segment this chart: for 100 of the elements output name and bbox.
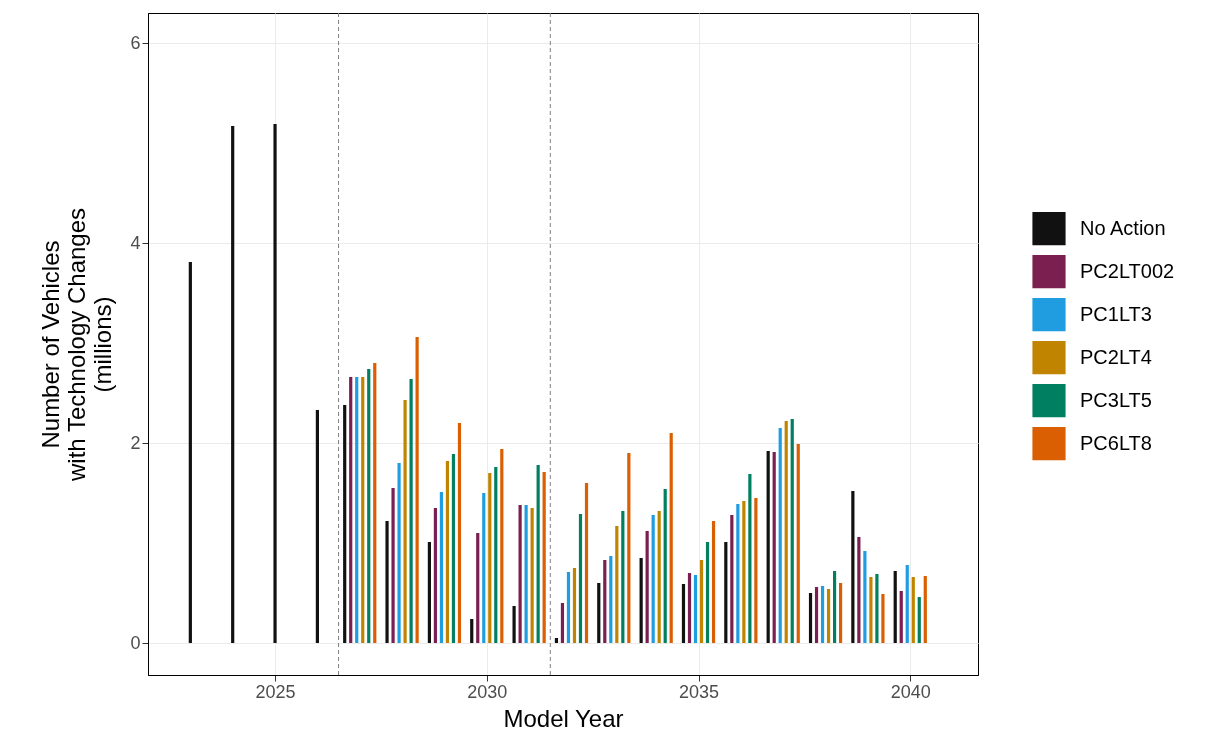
bar [857, 537, 861, 643]
bar [536, 465, 540, 643]
x-axis-title: Model Year [503, 704, 624, 732]
bar [766, 451, 770, 643]
bar [572, 568, 577, 643]
y-tick-label: 2 [130, 432, 141, 453]
bar [724, 542, 728, 643]
bar [542, 472, 546, 643]
bar [615, 526, 619, 643]
legend-label: No Action [1080, 216, 1166, 239]
bar [923, 576, 927, 643]
bar [832, 571, 837, 643]
bar [814, 587, 819, 643]
bar [772, 452, 776, 643]
bar [566, 572, 571, 643]
bar [457, 423, 462, 643]
bar [820, 586, 825, 643]
bar [470, 619, 474, 643]
bar [391, 488, 395, 643]
bar [784, 421, 788, 643]
bar [881, 594, 885, 643]
bar [687, 573, 692, 643]
bar [476, 533, 480, 643]
bar [851, 491, 855, 643]
legend-label: PC1LT3 [1080, 302, 1152, 325]
bar [711, 521, 716, 643]
y-tick-label: 6 [130, 32, 141, 53]
bar [869, 577, 873, 643]
bar [433, 508, 438, 643]
bar [518, 505, 522, 643]
bar [409, 379, 413, 643]
bar [681, 584, 686, 643]
bar [343, 405, 347, 643]
bar [705, 542, 710, 643]
y-tick-label: 4 [130, 232, 141, 253]
bar [397, 463, 401, 643]
bar [621, 511, 625, 643]
bar [730, 515, 734, 643]
bar [899, 591, 903, 643]
x-tick-label: 2040 [890, 681, 931, 702]
bar [905, 565, 909, 643]
bar [597, 583, 601, 643]
x-tick-label: 2030 [467, 681, 508, 702]
bar [838, 583, 843, 643]
bar [355, 377, 359, 643]
bar [609, 556, 613, 643]
legend-label: PC6LT8 [1080, 431, 1152, 454]
bar [639, 558, 643, 643]
y-axis-title: Number of Vehicles with Technology Changes (millions) [37, 207, 117, 483]
bar [385, 521, 389, 643]
legend-label: PC2LT002 [1080, 259, 1175, 282]
bar [415, 337, 419, 643]
bar [657, 511, 661, 643]
bar [512, 606, 516, 643]
bar [439, 492, 444, 643]
bar [627, 453, 631, 643]
bar [917, 597, 921, 643]
bar [808, 593, 813, 643]
bar [778, 428, 782, 643]
bar [748, 474, 752, 643]
bar [349, 377, 353, 643]
bar [693, 575, 698, 643]
bar [790, 419, 794, 643]
bar [482, 493, 486, 643]
bar [645, 531, 649, 643]
bar [403, 400, 407, 643]
bar [494, 467, 498, 643]
bar [826, 589, 831, 643]
bar [663, 489, 667, 643]
bar [554, 638, 559, 643]
bar [578, 514, 583, 643]
bar [911, 577, 915, 643]
bar [451, 454, 456, 643]
bar [863, 551, 867, 643]
bar [367, 369, 371, 643]
bar [584, 483, 589, 643]
bar [373, 363, 377, 643]
legend-label: PC2LT4 [1080, 345, 1152, 368]
bar [796, 444, 800, 643]
bar [736, 504, 740, 643]
legend-label: PC3LT5 [1080, 388, 1152, 411]
bar [875, 574, 879, 643]
bar [560, 603, 565, 643]
bar [500, 449, 504, 643]
bar [427, 542, 431, 643]
bar [361, 377, 365, 643]
bar [893, 571, 897, 643]
y-tick-label: 0 [130, 632, 141, 653]
bar [651, 515, 655, 643]
bar [524, 505, 528, 643]
x-tick-label: 2035 [678, 681, 720, 702]
x-tick-label: 2025 [255, 681, 296, 702]
bar [445, 461, 450, 643]
bar [742, 501, 746, 643]
bar [669, 433, 673, 643]
bar [488, 473, 492, 643]
bar [699, 560, 704, 643]
bar [754, 498, 758, 643]
bar [530, 508, 534, 643]
bar [603, 560, 607, 643]
